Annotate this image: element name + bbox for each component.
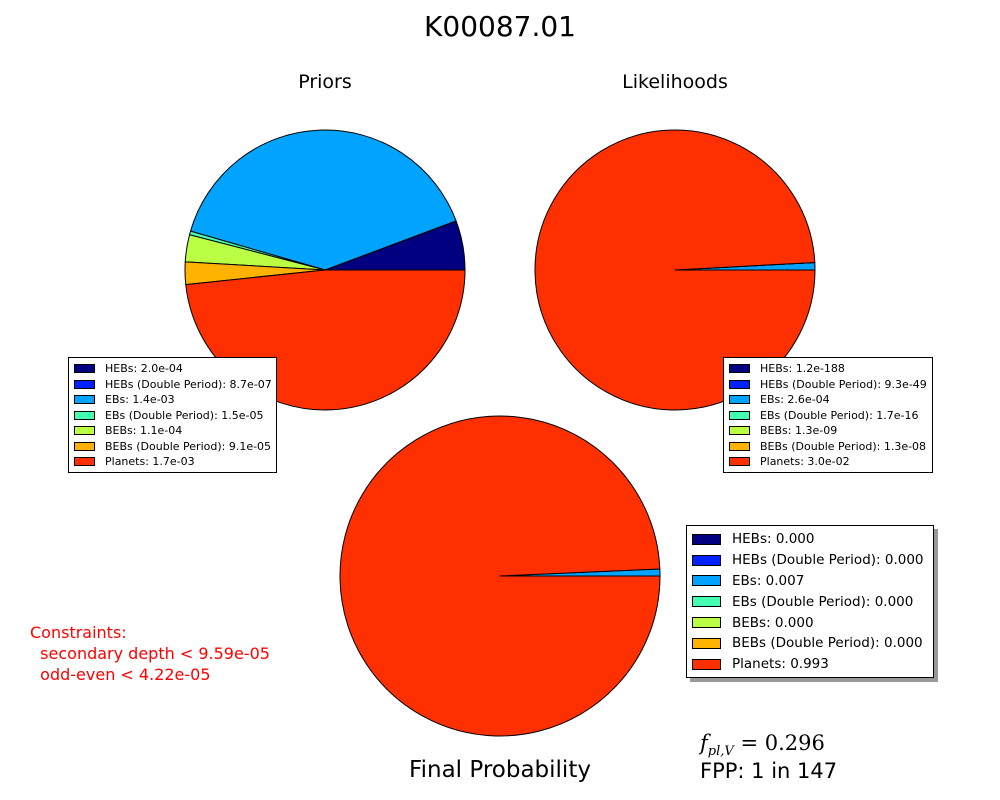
legend-item-ebs: EBs: 0.007: [692, 571, 928, 592]
priors-title: Priors: [298, 71, 352, 93]
legend-swatch: [729, 426, 750, 436]
legend-label: BEBs (Double Period): 1.3e-08: [760, 439, 927, 453]
legend-swatch: [729, 441, 750, 451]
legend-swatch: [729, 395, 750, 405]
legend-swatch: [74, 379, 95, 389]
legend-label: HEBs (Double Period): 9.3e-49: [760, 377, 927, 391]
legend-label: EBs (Double Period): 1.5e-05: [105, 408, 264, 422]
legend-swatch: [729, 457, 750, 467]
legend-label: Planets: 3.0e-02: [760, 455, 850, 469]
legend-item-hebs: HEBs: 2.0e-04: [74, 361, 271, 377]
final-probability-title: Final Probability: [409, 757, 591, 783]
legend-swatch: [692, 554, 721, 566]
legend-swatch: [692, 617, 721, 629]
legend-item-hebs-double-period: HEBs (Double Period): 9.3e-49: [729, 377, 927, 393]
priors-legend: HEBs: 2.0e-04 HEBs (Double Period): 8.7e-…: [68, 357, 277, 473]
legend-item-ebs: EBs: 2.6e-04: [729, 392, 927, 408]
legend-label: BEBs: 1.3e-09: [760, 424, 838, 438]
legend-swatch: [74, 410, 95, 420]
legend-label: HEBs (Double Period): 8.7e-07: [105, 377, 272, 391]
legend-label: EBs (Double Period): 1.7e-16: [760, 408, 919, 422]
likelihoods-title: Likelihoods: [622, 71, 728, 93]
legend-label: BEBs (Double Period): 9.1e-05: [105, 439, 272, 453]
likelihoods-legend: HEBs: 1.2e-188 HEBs (Double Period): 9.3e…: [723, 357, 933, 473]
constraint-secondary-depth: secondary depth < 9.59e-05: [40, 644, 270, 663]
legend-label: EBs: 1.4e-03: [105, 393, 175, 407]
legend-swatch: [74, 457, 95, 467]
likelihoods-pie-chart: [534, 129, 816, 411]
legend-item-planets: Planets: 1.7e-03: [74, 454, 271, 470]
legend-item-hebs-double-period: HEBs (Double Period): 8.7e-07: [74, 377, 272, 393]
legend-item-ebs-double-period: EBs (Double Period): 0.000: [692, 591, 928, 612]
final-probability-pie-chart: [339, 415, 661, 737]
legend-item-bebs-double-period: BEBs (Double Period): 1.3e-08: [729, 439, 927, 455]
planet-fraction-label: fpl,V = 0.296: [700, 731, 825, 760]
legend-swatch: [692, 575, 721, 587]
figure-title: K00087.01: [424, 10, 576, 43]
legend-item-planets: Planets: 0.993: [692, 654, 928, 675]
legend-item-ebs-double-period: EBs (Double Period): 1.7e-16: [729, 408, 927, 424]
pie-slice-planets: [339, 415, 661, 737]
legend-item-hebs-double-period: HEBs (Double Period): 0.000: [692, 550, 928, 571]
legend-label: HEBs (Double Period): 0.000: [732, 552, 924, 569]
legend-item-bebs: BEBs: 1.1e-04: [74, 423, 271, 439]
legend-swatch: [692, 658, 721, 670]
legend-swatch: [692, 533, 721, 545]
legend-item-ebs-double-period: EBs (Double Period): 1.5e-05: [74, 408, 271, 424]
pie-slice-ebs: [190, 129, 457, 271]
legend-label: HEBs: 0.000: [732, 531, 815, 548]
legend-swatch: [74, 441, 95, 451]
legend-swatch: [729, 364, 750, 374]
legend-item-bebs-double-period: BEBs (Double Period): 0.000: [692, 633, 928, 654]
legend-item-hebs: HEBs: 1.2e-188: [729, 361, 927, 377]
final-probability-legend: HEBs: 0.000 HEBs (Double Period): 0.000 EB…: [686, 525, 934, 678]
legend-item-bebs: BEBs: 1.3e-09: [729, 423, 927, 439]
legend-label: BEBs (Double Period): 0.000: [732, 635, 923, 652]
constraints-text: Constraints: secondary depth < 9.59e-05 …: [30, 622, 270, 685]
legend-swatch: [74, 395, 95, 405]
legend-label: EBs: 2.6e-04: [760, 393, 830, 407]
legend-label: BEBs: 1.1e-04: [105, 424, 183, 438]
legend-label: EBs: 0.007: [732, 572, 805, 589]
legend-item-bebs-double-period: BEBs (Double Period): 9.1e-05: [74, 439, 271, 455]
fpp-label: FPP: 1 in 147: [700, 759, 838, 783]
legend-label: EBs (Double Period): 0.000: [732, 593, 914, 610]
legend-label: Planets: 0.993: [732, 656, 829, 673]
legend-item-hebs: HEBs: 0.000: [692, 529, 928, 550]
legend-swatch: [729, 379, 750, 389]
legend-item-bebs: BEBs: 0.000: [692, 612, 928, 633]
legend-swatch: [74, 364, 95, 374]
legend-label: BEBs: 0.000: [732, 614, 814, 631]
legend-item-ebs: EBs: 1.4e-03: [74, 392, 271, 408]
legend-swatch: [692, 596, 721, 608]
constraint-odd-even: odd-even < 4.22e-05: [40, 665, 211, 684]
legend-label: Planets: 1.7e-03: [105, 455, 195, 469]
legend-label: HEBs: 1.2e-188: [760, 362, 845, 376]
legend-swatch: [692, 637, 721, 649]
constraints-heading: Constraints:: [30, 623, 127, 642]
legend-item-planets: Planets: 3.0e-02: [729, 454, 927, 470]
legend-swatch: [729, 410, 750, 420]
legend-label: HEBs: 2.0e-04: [105, 362, 183, 376]
legend-swatch: [74, 426, 95, 436]
